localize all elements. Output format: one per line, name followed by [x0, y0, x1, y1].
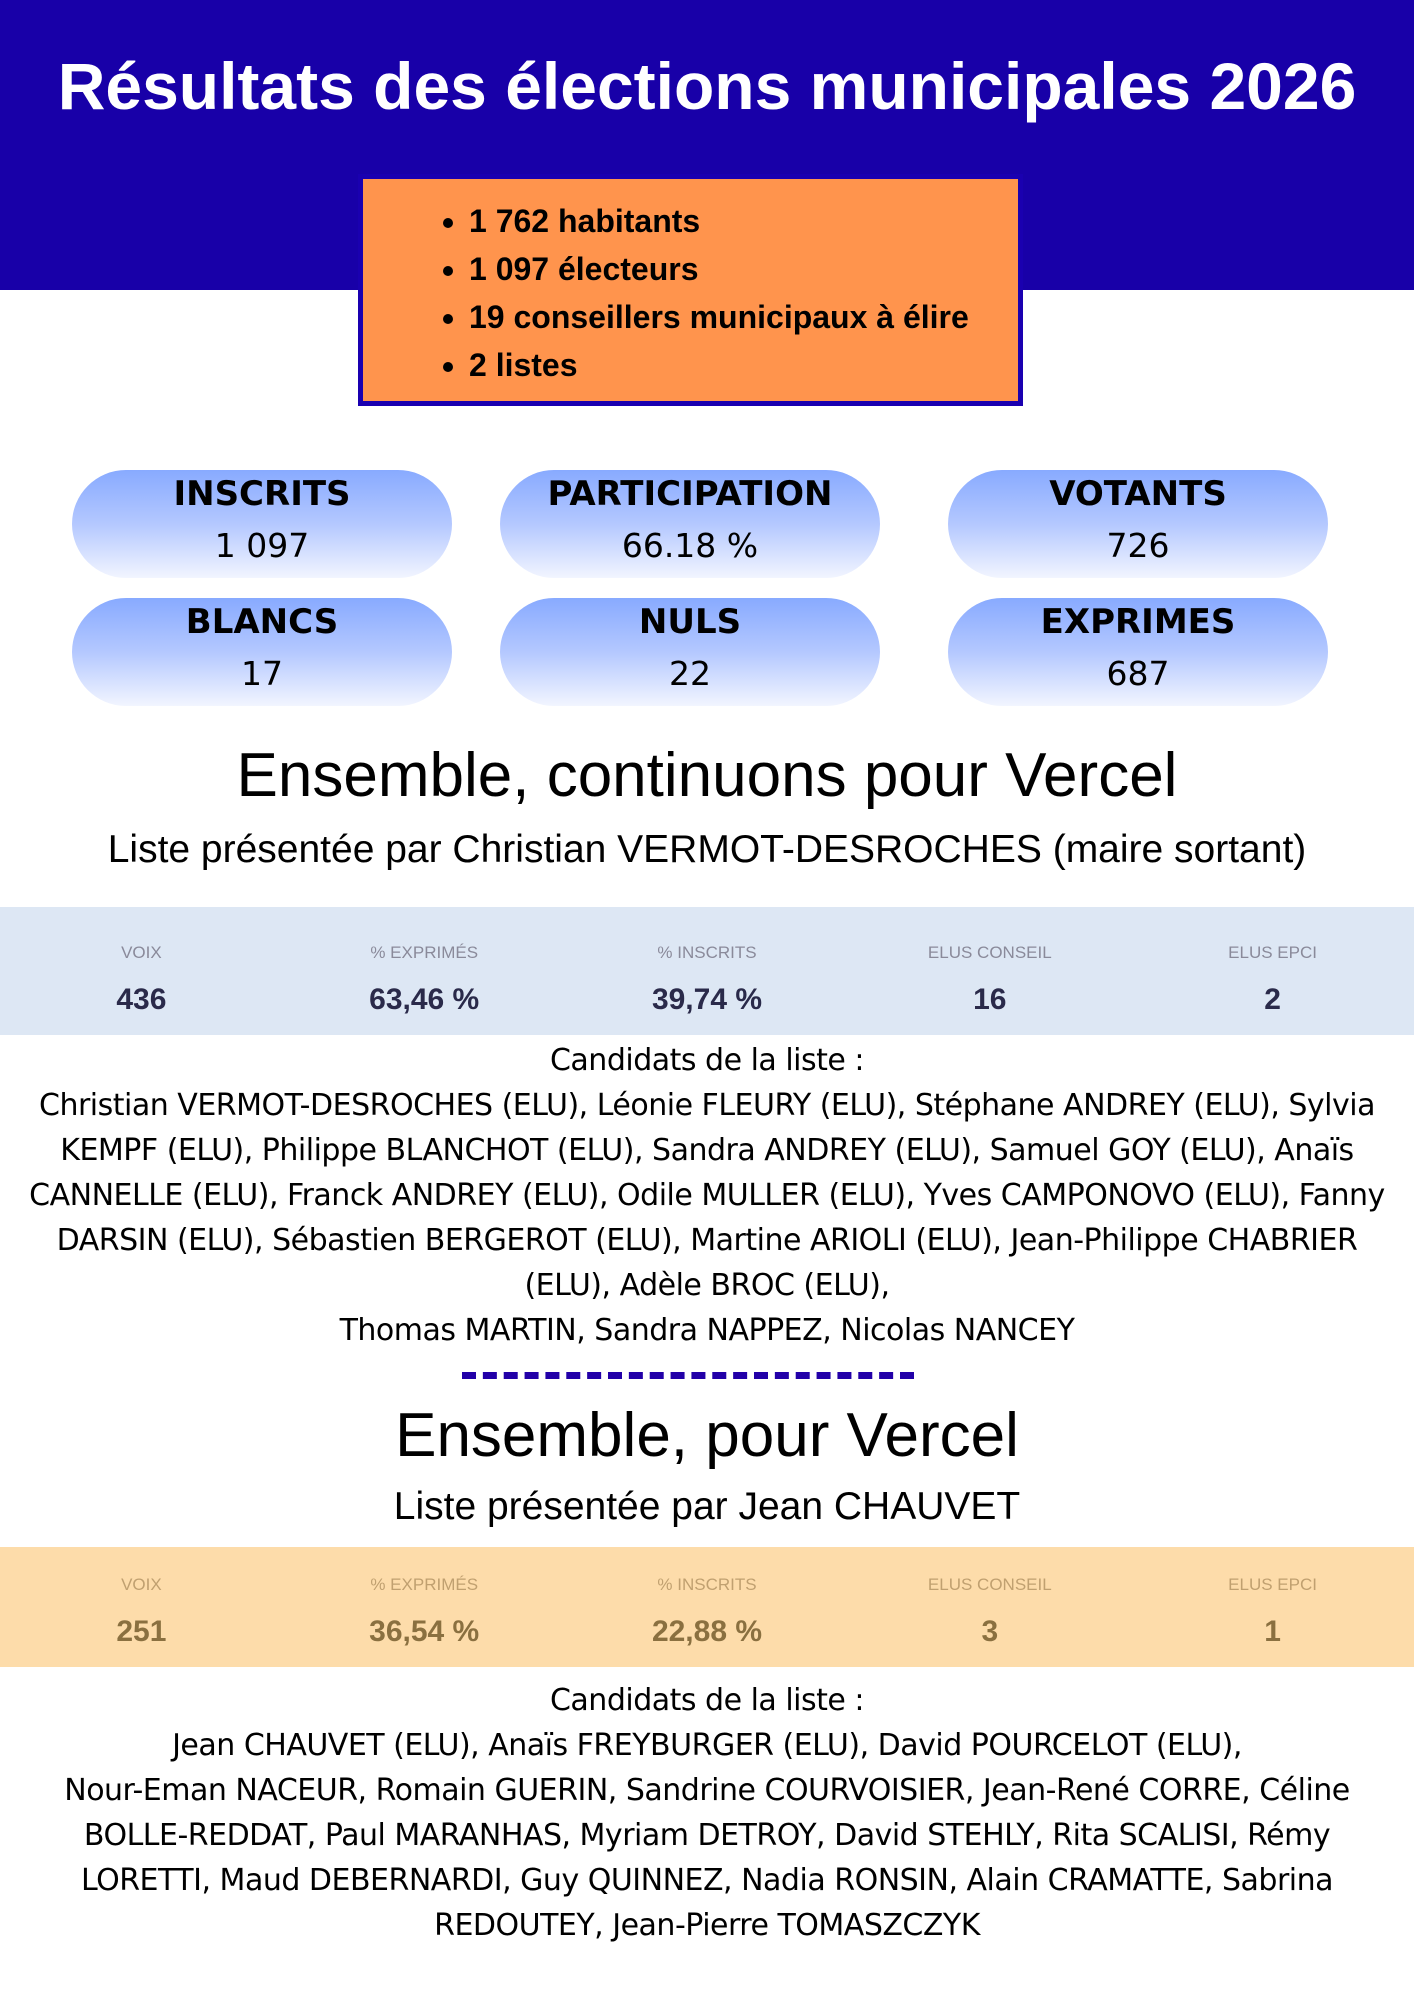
candidates-elected: Jean CHAUVET (ELU), Anaïs FREYBURGER (EL…	[172, 1728, 1242, 1763]
list1-results: VOIX 436 % EXPRIMÉS 63,46 % % INSCRITS 39,7…	[0, 907, 1414, 1035]
separator	[462, 1372, 914, 1379]
stat-label: INSCRITS	[173, 474, 351, 514]
info-item: 1 762 habitants	[469, 197, 1018, 245]
candidates-heading: Candidats de la liste :	[549, 1683, 865, 1718]
list1-candidates: Candidats de la liste : Christian VERMOT…	[20, 1038, 1394, 1353]
list2-title: Ensemble, pour Vercel	[395, 1401, 1019, 1470]
info-item: 1 097 électeurs	[469, 245, 1018, 293]
info-item: 2 listes	[469, 341, 1018, 389]
result-elus-conseil: ELUS CONSEIL 3	[927, 1575, 1052, 1648]
page-title: Résultats des élections municipales 2026	[57, 49, 1357, 123]
candidates-other: Nour-Eman NACEUR, Romain GUERIN, Sandrin…	[64, 1773, 1350, 1943]
stat-value: 726	[1106, 526, 1170, 565]
result-elus-conseil: ELUS CONSEIL 16	[927, 943, 1052, 1016]
stat-label: BLANCS	[185, 602, 339, 642]
stat-value: 1 097	[214, 526, 310, 565]
list1-title: Ensemble, continuons pour Vercel	[236, 741, 1178, 810]
result-voix: VOIX 251	[116, 1575, 167, 1648]
result-elus-epci: ELUS EPCI 2	[1228, 943, 1317, 1016]
stat-label: PARTICIPATION	[547, 474, 833, 514]
candidates-heading: Candidats de la liste :	[549, 1043, 865, 1078]
list2-subtitle: Liste présentée par Jean CHAUVET	[393, 1485, 1021, 1528]
stat-inscrits: INSCRITS 1 097	[72, 470, 452, 578]
candidates-other: Thomas MARTIN, Sandra NAPPEZ, Nicolas NA…	[339, 1313, 1075, 1348]
stat-votants: VOTANTS 726	[948, 470, 1328, 578]
stat-blancs: BLANCS 17	[72, 598, 452, 706]
list2-candidates: Candidats de la liste : Jean CHAUVET (EL…	[20, 1678, 1394, 1948]
stat-value: 687	[1106, 654, 1170, 693]
result-voix: VOIX 436	[116, 943, 167, 1016]
stat-label: EXPRIMES	[1040, 602, 1236, 642]
candidates-elected: Christian VERMOT-DESROCHES (ELU), Léonie…	[29, 1088, 1385, 1303]
list2-results: VOIX 251 % EXPRIMÉS 36,54 % % INSCRITS 22,8…	[0, 1547, 1414, 1667]
list1-subtitle: Liste présentée par Christian VERMOT-DES…	[107, 828, 1307, 871]
stat-exprimes: EXPRIMES 687	[948, 598, 1328, 706]
stat-value: 22	[669, 654, 711, 693]
stat-label: VOTANTS	[1049, 474, 1227, 514]
stat-value: 17	[241, 654, 283, 693]
info-box: 1 762 habitants 1 097 électeurs 19 conse…	[358, 174, 1023, 406]
result-inscrits: % INSCRITS 39,74 %	[651, 943, 763, 1016]
info-item: 19 conseillers municipaux à élire	[469, 293, 1018, 341]
stat-participation: PARTICIPATION 66.18 %	[500, 470, 880, 578]
stat-label: NULS	[638, 602, 742, 642]
result-inscrits: % INSCRITS 22,88 %	[651, 1575, 763, 1648]
result-elus-epci: ELUS EPCI 1	[1228, 1575, 1317, 1648]
result-exprimes: % EXPRIMÉS 63,46 %	[369, 943, 480, 1016]
stat-value: 66.18 %	[621, 526, 759, 565]
stat-nuls: NULS 22	[500, 598, 880, 706]
result-exprimes: % EXPRIMÉS 36,54 %	[369, 1575, 480, 1648]
